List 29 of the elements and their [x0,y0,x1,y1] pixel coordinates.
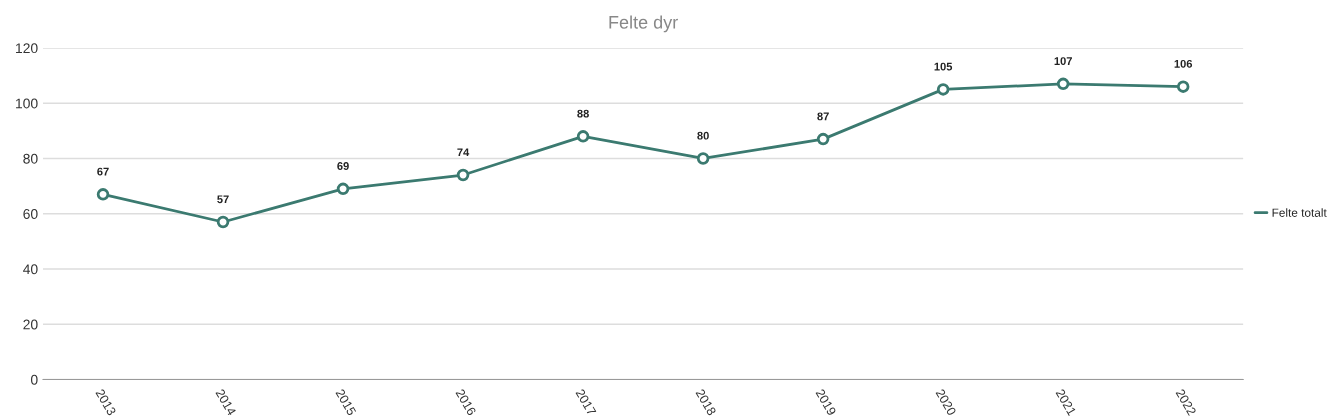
point [696,152,710,165]
data-label: 57 [217,195,229,204]
y-tick-label: 120 [16,43,38,54]
data-label: 87 [817,112,829,121]
point [1056,77,1070,91]
point [576,130,590,143]
y-tick-label: 0 [30,374,38,385]
data-label: 80 [697,131,709,140]
data-label: 106 [1174,59,1193,68]
point [456,168,470,182]
chart-title: Felte dyr [609,15,678,33]
data-label: 88 [577,109,589,118]
y-tick-label: 80 [23,153,38,164]
point [816,132,830,146]
data-label: 74 [457,148,470,157]
point [936,83,950,96]
data-label: 107 [1054,57,1072,66]
y-tick-label: 100 [16,98,38,109]
point [336,182,350,196]
point [216,215,230,229]
data-label: 105 [934,62,953,71]
data-label: 67 [97,167,109,176]
point [96,188,110,201]
point [1176,80,1190,93]
legend-label: Felte totalt [1272,208,1327,217]
y-tick-label: 60 [23,209,38,219]
data-label: 69 [337,162,349,170]
y-tick-label: 40 [23,264,38,275]
y-tick-label: 20 [23,319,38,330]
